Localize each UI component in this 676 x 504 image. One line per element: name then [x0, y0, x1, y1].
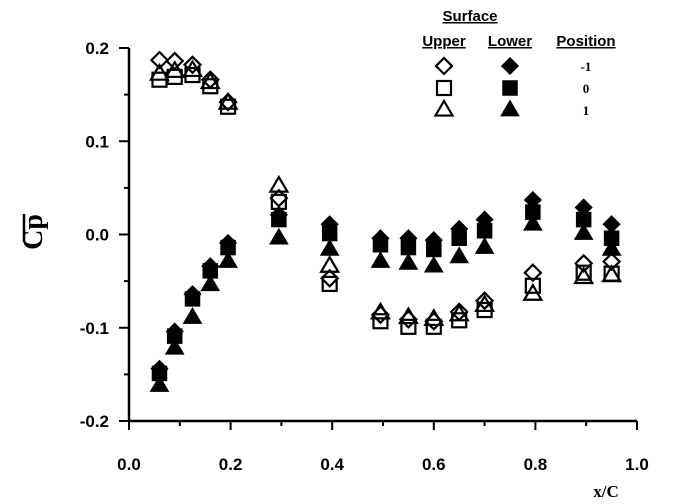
legend-marker-lower-square-filled [502, 80, 518, 96]
x-tick-label: 0.6 [422, 455, 446, 474]
data-point-triangle-open [448, 303, 470, 322]
data-point-triangle-filled [370, 251, 391, 268]
x-tick-label: 1.0 [625, 455, 649, 474]
data-point-triangle-open [217, 91, 239, 110]
data-point-square-filled [321, 225, 338, 242]
data-point-square-filled [271, 211, 287, 228]
x-tick-label: 0.2 [219, 455, 243, 474]
data-point-diamond-open [475, 291, 495, 311]
legend-col-upper: Upper [422, 33, 466, 50]
data-point-triangle-open [199, 71, 221, 90]
y-tick-label: 0.1 [85, 132, 109, 151]
x-tick-label: 0.4 [320, 455, 344, 474]
data-point-square-open [425, 318, 442, 335]
legend-position-value: 0 [583, 81, 590, 96]
data-point-triangle-open [182, 59, 203, 78]
tick-labels: 0.0 0.2 0.4 0.6 0.8 1.0 -0.2 -0.1 0.0 0.1 0.2 [80, 39, 649, 474]
data-point-triangle-filled [573, 223, 594, 240]
legend-position-value: -1 [581, 59, 592, 74]
data-point-triangle-filled [474, 237, 495, 254]
data-point-triangle-open [149, 62, 170, 81]
data-point-triangle-filled [449, 246, 470, 264]
data-point-square-filled [372, 237, 389, 253]
legend-marker-upper-square-open [435, 79, 453, 97]
data-point-triangle-open [423, 308, 445, 327]
data-point-diamond-open [320, 268, 340, 288]
data-point-diamond-open [602, 251, 622, 272]
legend-marker-upper-diamond-open [434, 56, 454, 76]
data-point-diamond-open [523, 263, 543, 283]
data-point-triangle-open [522, 283, 544, 301]
data-point-triangle-filled [218, 251, 238, 268]
data-point-triangle-open [474, 294, 496, 313]
series-lower-pos-0 [151, 204, 620, 382]
data-point-diamond-filled [602, 215, 621, 234]
y-tick-label: 0.2 [85, 39, 109, 58]
data-point-triangle-filled [398, 252, 419, 270]
legend-title: Surface [442, 8, 497, 25]
data-point-triangle-filled [182, 307, 203, 324]
data-point-diamond-open [182, 55, 203, 75]
series-upper-pos-1 [149, 59, 623, 327]
data-point-square-open [372, 313, 389, 330]
legend-col-lower: Lower [488, 33, 532, 50]
data-point-triangle-filled [200, 274, 221, 292]
data-points [149, 50, 623, 392]
data-point-triangle-filled [523, 213, 543, 231]
y-tick-label: -0.2 [80, 412, 109, 431]
series-upper-pos-0 [151, 66, 620, 335]
legend-col-position: Position [556, 33, 615, 50]
y-tick-label: 0.0 [85, 226, 109, 245]
data-point-square-filled [184, 291, 201, 307]
series-upper-pos--1 [149, 50, 622, 331]
data-point-square-open [270, 193, 287, 210]
data-point-diamond-open [574, 253, 594, 273]
axes [119, 47, 638, 430]
x-tick-label: 0.8 [524, 455, 548, 474]
data-point-triangle-filled [319, 238, 340, 256]
data-point-square-open [524, 277, 541, 294]
data-point-triangle-open [319, 255, 341, 273]
legend-position-value: 1 [583, 103, 590, 118]
legend-marker-upper-triangle-open [433, 98, 455, 117]
legend-marker-lower-triangle-filled [500, 99, 520, 117]
data-point-square-open [321, 275, 338, 293]
data-point-square-open [575, 264, 592, 281]
data-point-triangle-open [573, 266, 595, 285]
series-lower-pos--1 [150, 190, 621, 378]
data-point-triangle-open [164, 60, 186, 78]
data-point-triangle-open [268, 174, 290, 193]
y-axis-title: Cp [18, 214, 49, 250]
data-point-triangle-filled [269, 227, 289, 245]
series-lower-pos-1 [149, 213, 622, 392]
data-point-triangle-open [369, 301, 391, 320]
data-point-triangle-open [397, 306, 419, 325]
legend-marker-lower-diamond-filled [500, 56, 520, 76]
data-point-square-filled [476, 223, 493, 239]
data-point-triangle-open [601, 264, 623, 283]
data-point-triangle-filled [423, 255, 444, 273]
legend: Surface Upper Lower Position -1 0 1 [422, 8, 615, 118]
data-point-square-filled [426, 241, 442, 258]
data-point-diamond-open [149, 50, 170, 70]
x-axis-title: x/C [593, 482, 619, 501]
y-tick-label: -0.1 [80, 319, 109, 338]
data-point-square-open [400, 318, 417, 335]
x-tick-label: 0.0 [117, 455, 141, 474]
data-point-square-filled [451, 230, 467, 246]
data-point-square-filled [400, 239, 417, 256]
data-point-triangle-filled [164, 337, 185, 355]
data-point-triangle-filled [149, 375, 170, 392]
